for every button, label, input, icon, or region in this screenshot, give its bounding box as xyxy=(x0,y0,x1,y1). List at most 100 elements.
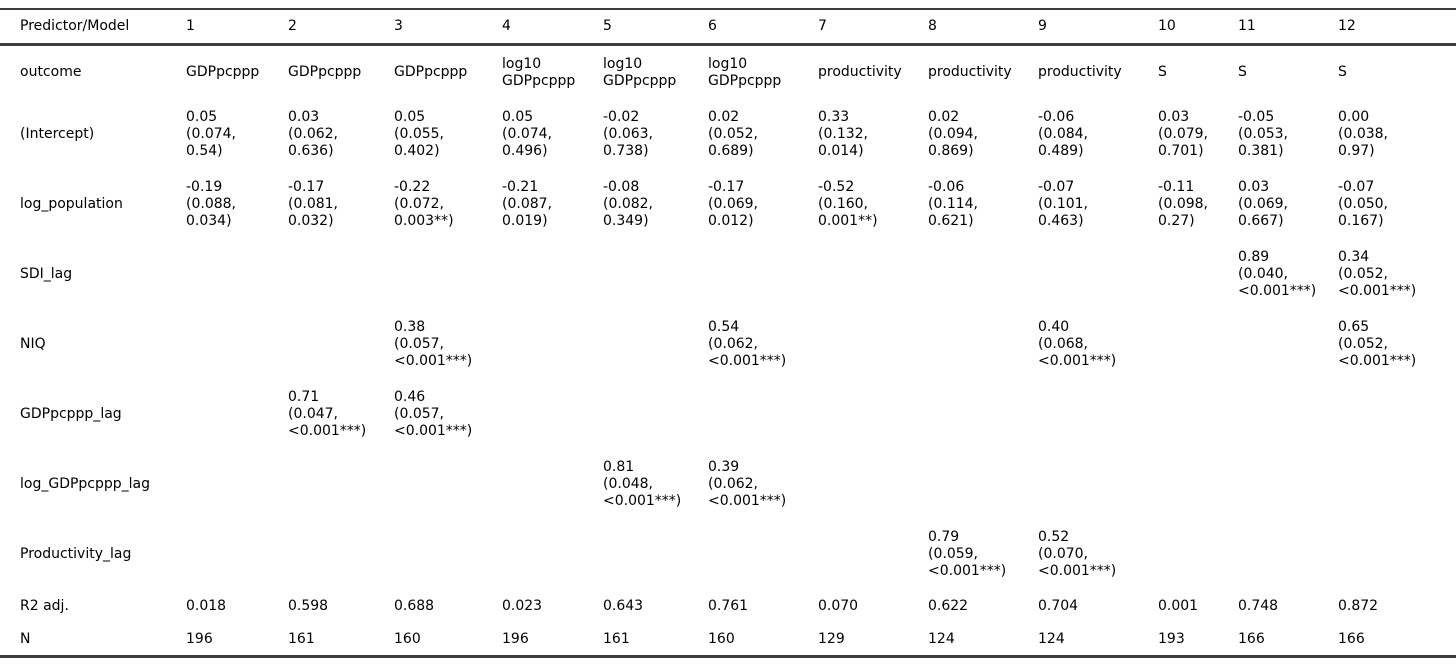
cell xyxy=(502,519,603,589)
cell xyxy=(186,309,288,379)
cell: -0.17 (0.069, 0.012) xyxy=(708,178,758,229)
cell xyxy=(603,379,708,449)
row-label: log_GDPpcppp_lag xyxy=(20,475,151,492)
cell: 196 xyxy=(502,630,529,647)
cell xyxy=(708,519,818,589)
cell: -0.11 (0.098, 0.27) xyxy=(1158,178,1208,229)
cell xyxy=(288,449,394,519)
cell: 124 xyxy=(928,630,955,647)
cell: 0.39 (0.062, <0.001***) xyxy=(708,458,787,509)
cell xyxy=(603,309,708,379)
cell xyxy=(394,239,502,309)
cell xyxy=(928,239,1038,309)
cell: 0.79 (0.059, <0.001***) xyxy=(928,528,1007,579)
cell xyxy=(818,519,928,589)
cell: 0.38 (0.057, <0.001***) xyxy=(394,318,473,369)
cell: 0.03 (0.079, 0.701) xyxy=(1158,108,1208,159)
cell: 161 xyxy=(603,630,630,647)
cell xyxy=(1338,379,1456,449)
table-header: Predictor/Model 1 2 3 4 5 6 7 8 9 10 11 12 xyxy=(0,9,1456,45)
cell: 0.02 (0.052, 0.689) xyxy=(708,108,758,159)
cell xyxy=(288,309,394,379)
cell: GDPpcppp xyxy=(186,64,260,80)
cell: GDPpcppp xyxy=(394,64,468,80)
cell: productivity xyxy=(818,64,902,80)
cell xyxy=(1038,239,1158,309)
row-label: outcome xyxy=(20,64,82,80)
cell: 0.71 (0.047, <0.001***) xyxy=(288,388,367,439)
cell xyxy=(1238,379,1338,449)
cell xyxy=(1158,379,1238,449)
cell xyxy=(818,309,928,379)
row-label: (Intercept) xyxy=(20,125,95,142)
cell: S xyxy=(1158,64,1167,80)
header-cell-model-9: 9 xyxy=(1038,18,1047,34)
table-row: GDPpcppp_lag 0.71 (0.047, <0.001***) 0.46 … xyxy=(0,379,1456,449)
cell: 0.643 xyxy=(603,597,644,614)
cell: -0.19 (0.088, 0.034) xyxy=(186,178,236,229)
cell xyxy=(928,379,1038,449)
cell: S xyxy=(1338,64,1347,80)
cell: 0.02 (0.094, 0.869) xyxy=(928,108,978,159)
cell xyxy=(1338,519,1456,589)
cell: 0.704 xyxy=(1038,597,1079,614)
cell xyxy=(1238,519,1338,589)
cell xyxy=(502,239,603,309)
cell: -0.07 (0.101, 0.463) xyxy=(1038,178,1088,229)
cell xyxy=(1038,449,1158,519)
cell: 0.89 (0.040, <0.001***) xyxy=(1238,248,1317,299)
cell: 0.598 xyxy=(288,597,329,614)
table-row: SDI_lag 0.89 (0.040, <0.001***) 0.34 (0.05… xyxy=(0,239,1456,309)
header-cell-model-4: 4 xyxy=(502,18,511,34)
cell: 160 xyxy=(394,630,421,647)
cell: 0.872 xyxy=(1338,597,1379,614)
cell: 160 xyxy=(708,630,735,647)
header-cell-model-7: 7 xyxy=(818,18,827,34)
cell: 124 xyxy=(1038,630,1065,647)
cell: log10 GDPpcppp xyxy=(502,55,576,89)
cell: 0.018 xyxy=(186,597,227,614)
cell: -0.52 (0.160, 0.001**) xyxy=(818,178,878,229)
cell: 0.34 (0.052, <0.001***) xyxy=(1338,248,1417,299)
cell xyxy=(818,449,928,519)
header-cell-model-2: 2 xyxy=(288,18,297,34)
header-cell-model-8: 8 xyxy=(928,18,937,34)
cell: -0.17 (0.081, 0.032) xyxy=(288,178,338,229)
cell xyxy=(394,449,502,519)
table-row: NIQ 0.38 (0.057, <0.001***) 0.54 (0.062, <… xyxy=(0,309,1456,379)
cell: 0.46 (0.057, <0.001***) xyxy=(394,388,473,439)
cell: 0.05 (0.074, 0.496) xyxy=(502,108,552,159)
cell xyxy=(1338,449,1456,519)
cell: 0.65 (0.052, <0.001***) xyxy=(1338,318,1417,369)
cell: 0.54 (0.062, <0.001***) xyxy=(708,318,787,369)
row-label: R2 adj. xyxy=(20,597,69,614)
cell: 0.81 (0.048, <0.001***) xyxy=(603,458,682,509)
cell: -0.07 (0.050, 0.167) xyxy=(1338,178,1388,229)
cell xyxy=(288,519,394,589)
table-row: log_GDPpcppp_lag 0.81 (0.048, <0.001***) 0… xyxy=(0,449,1456,519)
cell xyxy=(186,239,288,309)
cell xyxy=(502,449,603,519)
cell: 129 xyxy=(818,630,845,647)
cell: -0.21 (0.087, 0.019) xyxy=(502,178,552,229)
cell xyxy=(394,519,502,589)
cell: log10 GDPpcppp xyxy=(708,55,782,89)
cell: 0.40 (0.068, <0.001***) xyxy=(1038,318,1117,369)
cell: -0.06 (0.084, 0.489) xyxy=(1038,108,1088,159)
table-row: Productivity_lag 0.79 (0.059, <0.001***) 0… xyxy=(0,519,1456,589)
row-label: NIQ xyxy=(20,335,46,352)
cell: 0.070 xyxy=(818,597,859,614)
cell: log10 GDPpcppp xyxy=(603,55,677,89)
cell: -0.05 (0.053, 0.381) xyxy=(1238,108,1288,159)
table-row: N 196 161 160 196 161 160 129 124 124 193 166 166 xyxy=(0,623,1456,657)
cell: S xyxy=(1238,64,1247,80)
cell: GDPpcppp xyxy=(288,64,362,80)
cell xyxy=(1038,379,1158,449)
cell: 0.622 xyxy=(928,597,969,614)
header-cell-model-11: 11 xyxy=(1238,18,1256,34)
table-body: outcome GDPpcppp GDPpcppp GDPpcppp log10 GDP… xyxy=(0,45,1456,657)
cell xyxy=(1158,239,1238,309)
cell: 0.00 (0.038, 0.97) xyxy=(1338,108,1388,159)
cell xyxy=(1158,519,1238,589)
cell: -0.22 (0.072, 0.003**) xyxy=(394,178,454,229)
